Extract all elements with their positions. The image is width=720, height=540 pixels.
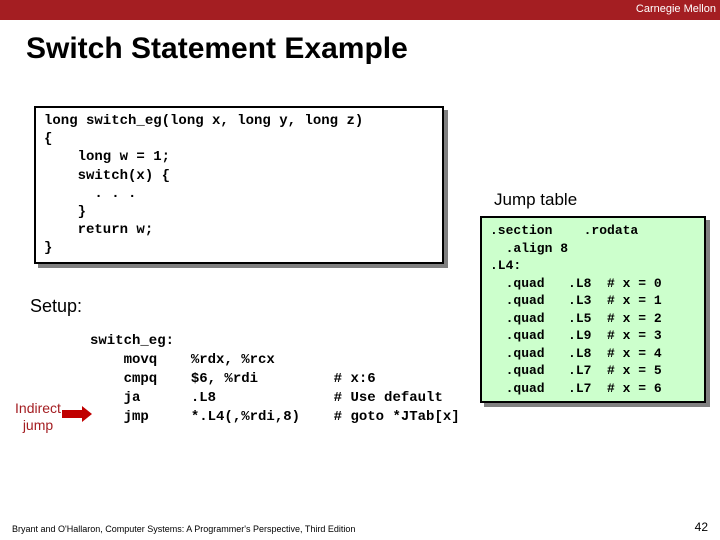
arrow-head	[82, 406, 92, 422]
c-source-box: long switch_eg(long x, long y, long z) {…	[34, 106, 444, 264]
page-number: 42	[695, 520, 708, 534]
footer-citation: Bryant and O'Hallaron, Computer Systems:…	[12, 524, 355, 534]
jump-table-box: .section .rodata .align 8 .L4: .quad .L8…	[480, 216, 706, 403]
assembly-code: switch_eg: movq %rdx, %rcx cmpq $6, %rdi…	[90, 332, 460, 426]
top-bar: Carnegie Mellon	[0, 0, 720, 20]
brand-label: Carnegie Mellon	[636, 3, 716, 15]
jump-table-title: Jump table	[494, 190, 577, 210]
slide-title: Switch Statement Example	[0, 20, 720, 76]
arrow-stem	[62, 410, 82, 418]
setup-label: Setup:	[30, 296, 82, 317]
indirect-jump-label: Indirect jump	[8, 400, 68, 434]
indirect-line1: Indirect	[15, 400, 61, 416]
indirect-line2: jump	[23, 417, 53, 433]
